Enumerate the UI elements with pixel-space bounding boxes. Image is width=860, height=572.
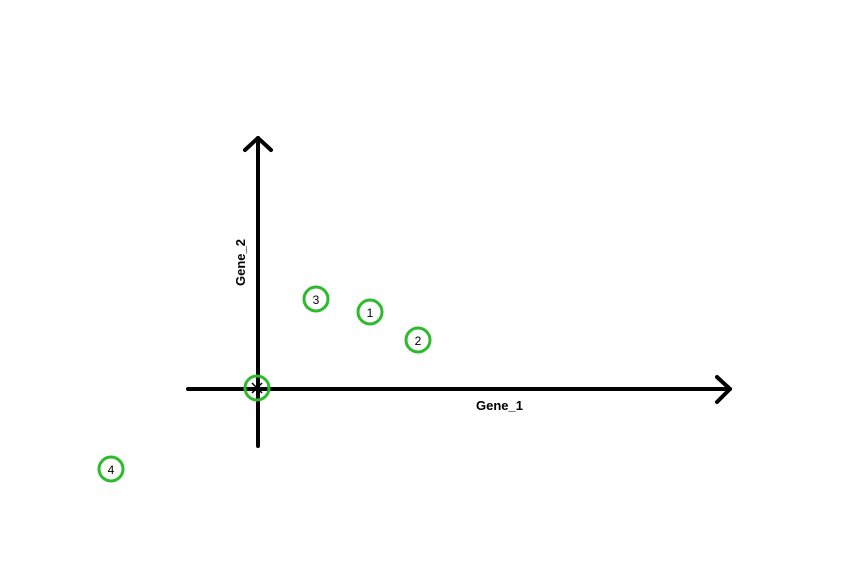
y-axis (243, 136, 273, 448)
point-1-circle (356, 298, 384, 326)
point-1-label: 1 (367, 306, 374, 320)
x-axis-arrowhead (715, 375, 732, 404)
origin-point-circle (243, 374, 271, 402)
x-axis (186, 375, 732, 404)
point-2-label: 2 (415, 334, 422, 348)
point-4-label: 4 (108, 463, 115, 477)
point-4-circle (97, 455, 125, 483)
point-3-circle (302, 285, 330, 313)
origin-point (243, 374, 271, 402)
y-axis-arrowhead (243, 136, 273, 152)
point-4: 4 (97, 455, 125, 483)
point-2: 2 (404, 326, 432, 354)
point-1: 1 (356, 298, 384, 326)
y-axis-label: Gene_2 (233, 239, 248, 286)
origin-cross-mark (251, 382, 263, 394)
point-3: 3 (302, 285, 330, 313)
point-3-label: 3 (313, 293, 320, 307)
point-2-circle (404, 326, 432, 354)
x-axis-label: Gene_1 (476, 398, 523, 413)
